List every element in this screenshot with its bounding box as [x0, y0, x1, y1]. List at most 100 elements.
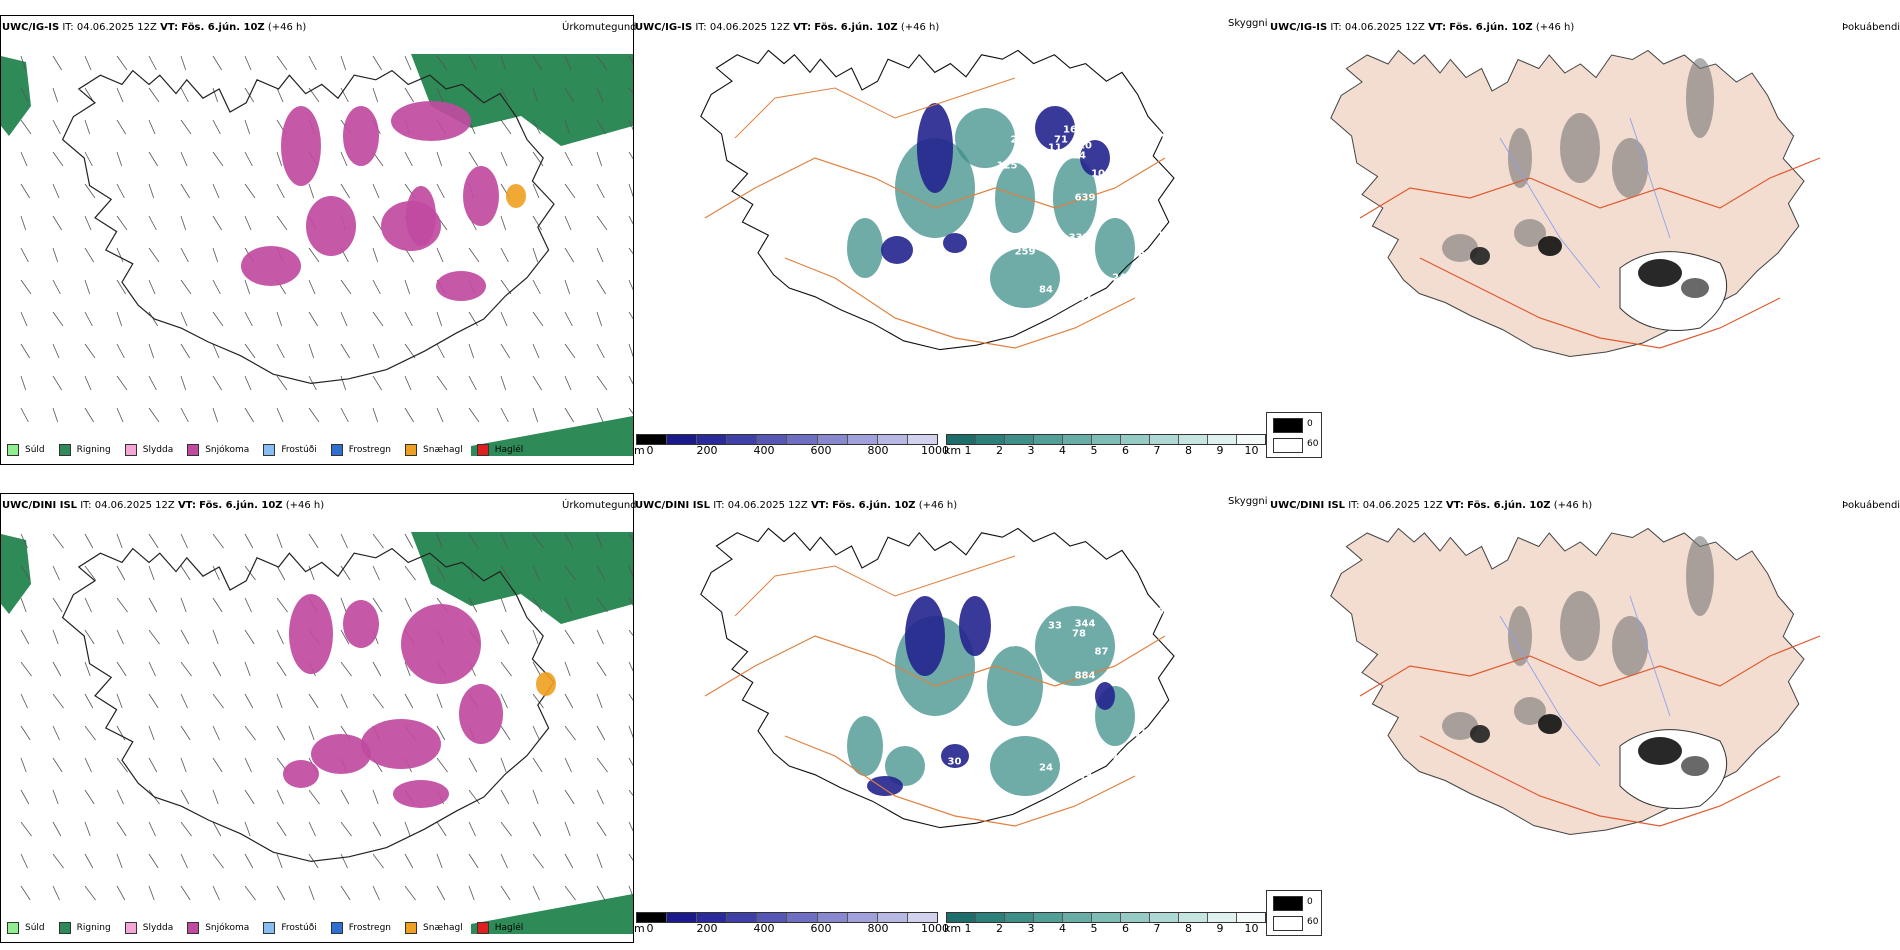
cloud-base-label: 90	[1130, 685, 1145, 697]
run-header: UWC/DINI ISL IT: 04.06.2025 12Z VT: Fös.…	[2, 500, 325, 511]
colorbar-bin	[727, 435, 758, 444]
precip-map	[1, 532, 633, 934]
colorbar-bin	[787, 913, 818, 922]
tick-label: 1	[964, 922, 972, 935]
cloud-base-label: 84	[1153, 298, 1167, 310]
legend-label: Snæhagl	[423, 445, 463, 455]
precip-legend: Súld Rigning Slydda Snjókoma Frostúði Frostre…	[7, 444, 537, 456]
cloud-base-unit: m	[634, 922, 645, 935]
legend-label: Frostregn	[348, 445, 392, 455]
tick-label: 3	[1027, 444, 1035, 457]
cloud-base-label: 245	[1112, 272, 1133, 284]
cloud-base-label: 26	[1180, 318, 1194, 330]
run-header: UWC/IG-IS IT: 04.06.2025 12Z VT: Fös. 6.…	[1270, 22, 1575, 33]
tick-label: 1000	[921, 444, 949, 457]
legend-item: Snæhagl	[405, 444, 463, 456]
fog-legend: 0 60	[1266, 412, 1322, 458]
colorbar-bin	[1005, 435, 1034, 444]
legend-item: Snjókoma	[187, 922, 249, 934]
cloud-base-label: 82	[922, 300, 936, 312]
colorbar-bin	[907, 913, 937, 922]
colorbar-bin	[787, 435, 818, 444]
tick-label: 10	[1244, 444, 1259, 457]
cloud-map	[700, 49, 1175, 351]
fog-legend: 0 60	[1266, 890, 1322, 936]
cloud-base-label: 171	[918, 778, 940, 790]
cloud-base-colorbar	[636, 912, 938, 923]
legend-swatch	[58, 922, 71, 934]
cloud-base-label: 24	[1039, 762, 1053, 774]
cloud-title: Skyggni	[1228, 496, 1268, 507]
tick-label: 0	[646, 444, 654, 457]
colorbar-bin	[907, 435, 937, 444]
colorbar-bin	[1150, 913, 1179, 922]
fog-label: 0	[1307, 419, 1313, 429]
colorbar-bin	[1034, 913, 1063, 922]
cloud-base-label: 83	[976, 698, 990, 710]
legend-item: Súld	[7, 922, 45, 934]
precip-title: Úrkomutegund	[562, 500, 637, 511]
cloud-base-label: 84	[1072, 150, 1086, 162]
tick-label: 4	[1059, 922, 1066, 935]
cloud-base-label: 80	[1150, 606, 1164, 618]
colorbar-bin	[947, 913, 976, 922]
run-header: UWC/DINI ISL IT: 04.06.2025 12Z VT: Fös.…	[1270, 500, 1593, 511]
legend-label: Haglél	[494, 923, 524, 933]
visibility-ticks: 1 2 3 4 5 6 7 8 9 10	[965, 444, 1259, 458]
legend-item: Slydda	[124, 444, 173, 456]
cloud-base-label: 16	[1063, 124, 1077, 136]
cloud-base-label: 11	[1048, 142, 1062, 154]
tick-label: 9	[1216, 444, 1224, 457]
legend-label: Snjókoma	[205, 445, 250, 455]
cloud-base-label: 87	[1094, 646, 1109, 658]
colorbar-bin	[1121, 913, 1150, 922]
cloud-base-label: 639	[1074, 192, 1096, 204]
tick-label: 6	[1122, 444, 1129, 457]
visibility-unit: km	[944, 922, 962, 935]
legend-label: Rigning	[76, 923, 111, 933]
legend-swatch	[330, 922, 343, 934]
tick-label: 800	[867, 922, 889, 935]
tick-label: 200	[696, 444, 718, 457]
cloud-base-label: 259	[1014, 246, 1036, 258]
fog-swatch	[1273, 438, 1303, 453]
colorbar-bin	[817, 913, 848, 922]
cloud-base-label: 333	[1068, 232, 1090, 244]
colorbar-bin	[1063, 913, 1092, 922]
tick-label: 2	[996, 922, 1003, 935]
cloud-base-label: 74	[1012, 596, 1026, 608]
cloud-base-label: 71	[1054, 134, 1068, 146]
precip-panel: Súld Rigning Slydda Snjókoma Frostúði Frostre…	[0, 493, 634, 943]
tick-label: 800	[867, 444, 889, 457]
visibility-colorbar	[946, 434, 1266, 445]
tick-label: 2	[996, 444, 1003, 457]
cloud-base-label: 83	[1138, 250, 1152, 262]
colorbar-bin	[1092, 913, 1121, 922]
cloud-base-label: 167	[996, 638, 1018, 650]
fog-title: Þokuábendi	[1842, 22, 1900, 33]
colorbar-bin	[667, 435, 698, 444]
legend-item: Frostúði	[263, 922, 317, 934]
cloud-base-label: 105	[1007, 612, 1028, 624]
legend-swatch	[187, 922, 200, 934]
cloud-base-unit: m	[634, 444, 645, 457]
fog-swatch	[1273, 896, 1303, 911]
colorbar-bin	[1237, 435, 1265, 444]
run-header: UWC/IG-IS IT: 04.06.2025 12Z VT: Fös. 6.…	[2, 22, 307, 33]
cloud-base-label: 103	[1091, 168, 1112, 180]
legend-item: Haglél	[476, 922, 524, 934]
legend-label: Frostregn	[348, 923, 392, 933]
fog-map	[1330, 49, 1821, 358]
fog-swatch	[1273, 916, 1303, 931]
legend-item: Rigning	[58, 444, 111, 456]
colorbar-bin	[976, 913, 1005, 922]
colorbar-bin	[727, 913, 758, 922]
cloud-base-label: 884	[1074, 670, 1096, 682]
legend-item: Haglél	[476, 444, 523, 456]
tick-label: 400	[753, 922, 775, 935]
legend-swatch	[7, 922, 19, 934]
cloud-base-label: 33	[1048, 620, 1062, 632]
legend-item: Snæhagl	[405, 922, 463, 934]
precip-title: Úrkomutegund	[562, 22, 637, 33]
colorbar-bin	[1208, 913, 1237, 922]
